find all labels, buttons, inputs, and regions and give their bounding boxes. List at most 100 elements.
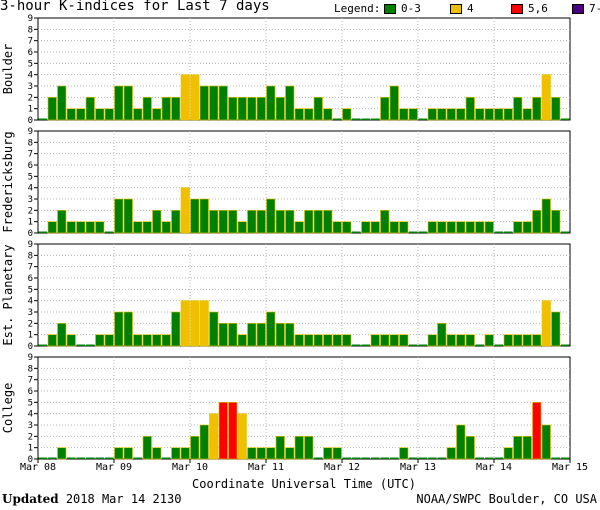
k-index-bar bbox=[513, 436, 523, 460]
k-index-bar bbox=[437, 457, 446, 459]
k-index-bar bbox=[370, 334, 380, 347]
k-index-bar bbox=[171, 311, 181, 347]
legend-swatch-yellow bbox=[450, 4, 462, 14]
k-index-bar bbox=[465, 436, 475, 460]
k-index-bar bbox=[247, 323, 257, 347]
y-tick-label: 0 bbox=[28, 455, 33, 465]
k-index-bar bbox=[105, 457, 114, 459]
y-tick-label: 0 bbox=[28, 229, 33, 239]
k-index-bar bbox=[522, 108, 532, 121]
y-tick-label: 0 bbox=[28, 342, 33, 352]
y-tick-label: 3 bbox=[28, 421, 33, 431]
k-index-bar bbox=[123, 311, 133, 347]
y-tick-label: 7 bbox=[28, 37, 33, 47]
k-index-bar bbox=[332, 221, 342, 234]
k-index-bar bbox=[228, 97, 238, 121]
k-index-bar bbox=[95, 457, 104, 459]
k-index-bar bbox=[475, 221, 485, 234]
k-index-bar bbox=[47, 221, 57, 234]
x-tick-label: Mar 08 bbox=[20, 462, 56, 473]
legend-label-4: 4 bbox=[467, 2, 474, 15]
y-tick-label: 4 bbox=[28, 184, 33, 194]
k-index-bar bbox=[95, 334, 105, 347]
k-index-bar bbox=[532, 402, 542, 460]
panel-ylabel: Fredericksburg bbox=[1, 131, 15, 232]
k-index-bar bbox=[456, 108, 466, 121]
k-index-bar bbox=[485, 457, 494, 459]
k-index-bar bbox=[513, 97, 523, 121]
k-index-bar bbox=[275, 210, 285, 234]
k-index-bar bbox=[532, 97, 542, 121]
y-tick-label: 3 bbox=[28, 82, 33, 92]
k-index-bar bbox=[532, 210, 542, 234]
k-index-bar bbox=[256, 210, 266, 234]
k-index-bar bbox=[76, 108, 86, 121]
k-index-bar bbox=[199, 300, 209, 347]
k-index-bar bbox=[484, 221, 494, 234]
k-index-bar bbox=[342, 457, 351, 459]
k-index-bar bbox=[380, 210, 390, 234]
k-index-bar bbox=[475, 344, 484, 346]
k-index-bar bbox=[161, 97, 171, 121]
k-index-bar bbox=[228, 323, 238, 347]
panel-ylabel: Boulder bbox=[1, 44, 15, 95]
k-index-bar bbox=[437, 221, 447, 234]
k-index-bar bbox=[256, 447, 266, 460]
k-index-bar bbox=[237, 97, 247, 121]
k-index-bar bbox=[209, 413, 219, 460]
k-index-bar bbox=[266, 447, 276, 460]
k-index-bar bbox=[247, 447, 257, 460]
updated-label: Updated bbox=[2, 492, 59, 506]
k-index-bar bbox=[275, 323, 285, 347]
k-index-bar bbox=[380, 97, 390, 121]
k-index-bar bbox=[494, 344, 503, 346]
y-tick-label: 5 bbox=[28, 285, 33, 295]
k-index-bar bbox=[76, 457, 85, 459]
y-tick-label: 3 bbox=[28, 195, 33, 205]
k-index-bar bbox=[313, 334, 323, 347]
k-index-bar bbox=[399, 108, 409, 121]
k-index-bar bbox=[380, 457, 389, 459]
k-index-bar bbox=[114, 311, 124, 347]
k-index-bar bbox=[446, 221, 456, 234]
y-tick-label: 5 bbox=[28, 398, 33, 408]
k-index-bar bbox=[228, 402, 238, 460]
k-index-bar bbox=[561, 344, 570, 346]
k-index-bar bbox=[294, 221, 304, 234]
k-index-bar bbox=[494, 231, 503, 233]
k-index-bar bbox=[399, 221, 409, 234]
k-index-bar bbox=[76, 221, 86, 234]
k-index-bar bbox=[105, 231, 114, 233]
k-index-bar bbox=[409, 344, 418, 346]
k-index-bar bbox=[57, 447, 67, 460]
k-index-bar bbox=[85, 97, 95, 121]
y-tick-label: 6 bbox=[28, 161, 33, 171]
k-index-bar bbox=[532, 334, 542, 347]
k-index-bar bbox=[465, 97, 475, 121]
k-index-bar bbox=[285, 323, 295, 347]
k-index-bar bbox=[294, 108, 304, 121]
panel-ylabel: Est. Planetary bbox=[1, 244, 15, 345]
y-tick-label: 7 bbox=[28, 376, 33, 386]
legend-label-5-6: 5,6 bbox=[528, 2, 548, 15]
k-index-bar bbox=[551, 97, 561, 121]
k-index-bar bbox=[465, 334, 475, 347]
source-credit: NOAA/SWPC Boulder, CO USA bbox=[416, 492, 597, 506]
y-tick-label: 5 bbox=[28, 172, 33, 182]
page-title: 3-hour K-indices for Last 7 days bbox=[0, 0, 270, 14]
panel-frame bbox=[37, 356, 571, 460]
k-index-bar bbox=[247, 210, 257, 234]
k-index-bar bbox=[66, 334, 76, 347]
k-index-bar bbox=[114, 85, 124, 121]
k-index-bar bbox=[66, 108, 76, 121]
y-tick-label: 9 bbox=[28, 240, 33, 250]
k-index-bar bbox=[437, 323, 447, 347]
y-tick-label: 2 bbox=[28, 319, 33, 329]
k-index-bar bbox=[522, 436, 532, 460]
k-index-bar bbox=[371, 118, 380, 120]
k-index-bar bbox=[484, 334, 494, 347]
k-index-bar bbox=[199, 85, 209, 121]
y-tick-label: 2 bbox=[28, 432, 33, 442]
k-index-bar bbox=[218, 323, 228, 347]
k-index-bar bbox=[551, 210, 561, 234]
